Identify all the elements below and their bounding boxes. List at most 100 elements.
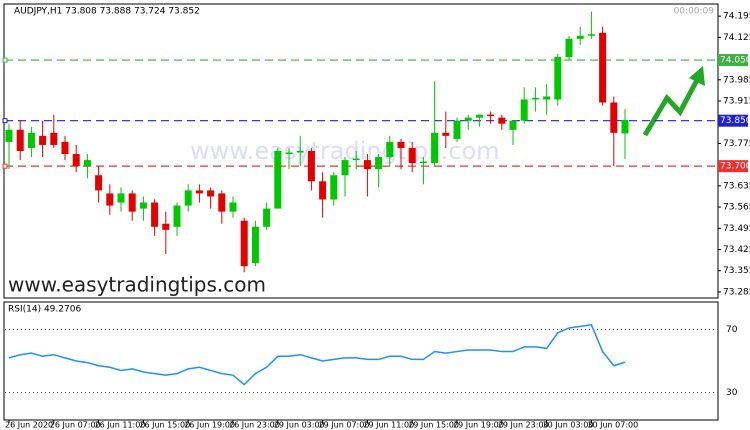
y-tick-label: 73.635 — [723, 181, 750, 191]
level-label: 74.050 — [720, 56, 750, 66]
level-label-box — [718, 54, 748, 67]
candle-body — [543, 96, 551, 100]
x-tick-label: 29 Jun 23:00 — [498, 421, 549, 430]
candle-body — [106, 193, 114, 206]
y-tick-label: 73.285 — [723, 287, 750, 297]
candle-body — [498, 117, 506, 124]
candle-body — [240, 220, 248, 267]
candle-body — [599, 32, 607, 103]
x-tick-label: 26 Jun 15:00 — [139, 421, 190, 430]
candle-body — [531, 97, 539, 100]
candle-body — [397, 141, 405, 148]
timer: 00:00:09 — [674, 7, 715, 17]
candle-body — [296, 151, 304, 153]
x-tick-label: 26 Jun 11:00 — [95, 421, 146, 430]
candle-body — [195, 190, 203, 194]
level-anchor — [2, 118, 8, 124]
candle-body — [274, 151, 282, 209]
indicator-tick-label: 70 — [726, 325, 738, 335]
candle-body — [419, 161, 427, 164]
level-label: 73.700 — [720, 162, 750, 172]
indicator-panel — [3, 301, 719, 421]
candle-body — [5, 129, 13, 142]
x-tick-label: 29 Jun 19:00 — [453, 421, 504, 430]
candle-body — [453, 120, 461, 139]
y-tick-label: 74.125 — [723, 33, 750, 43]
x-tick-label: 29 Jun 03:00 — [274, 421, 325, 430]
candle-body — [184, 190, 192, 206]
x-tick-label: 29 Jun 07:00 — [319, 421, 370, 430]
x-tick-label: 29 Jun 15:00 — [408, 421, 459, 430]
candle-body — [128, 193, 136, 212]
y-tick-label: 73.425 — [723, 245, 750, 255]
candle-body — [251, 226, 259, 264]
candle-body — [285, 152, 293, 155]
y-tick-label: 73.495 — [723, 224, 750, 234]
y-tick-label: 74.195 — [723, 12, 750, 22]
y-tick-label: 73.355 — [723, 266, 750, 276]
candle-body — [363, 160, 371, 170]
candle-body — [173, 205, 181, 227]
x-tick-label: 26 Jun 2020 — [5, 421, 53, 430]
candle-body — [565, 38, 573, 58]
candle-body — [319, 181, 327, 200]
x-tick-label: 30 Jun 07:00 — [587, 421, 638, 430]
y-tick-label: 73.985 — [723, 75, 750, 85]
indicator-tick-label: 30 — [726, 388, 738, 398]
y-tick-label: 73.915 — [723, 96, 750, 106]
candle-body — [207, 190, 215, 197]
chart-title: AUDJPY,H1 73.808 73.888 73.724 73.852 — [14, 7, 200, 17]
candle-body — [442, 132, 450, 136]
candle-body — [386, 141, 394, 158]
candle-body — [576, 35, 584, 39]
level-label: 73.850 — [720, 116, 750, 126]
candle-body — [330, 175, 338, 200]
x-tick-label: 30 Jun 03:00 — [543, 421, 594, 430]
x-tick-label: 26 Jun 07:00 — [50, 421, 101, 430]
y-tick-label: 73.565 — [723, 203, 750, 213]
level-label-box — [718, 160, 748, 173]
candle-body — [554, 57, 562, 100]
candle-body — [218, 193, 226, 212]
candle-body — [487, 114, 495, 117]
level-anchor — [2, 163, 8, 169]
level-anchor — [2, 57, 8, 63]
candle-body — [610, 102, 618, 133]
candle-body — [151, 202, 159, 227]
candle-body — [229, 202, 237, 212]
candle-body — [464, 117, 472, 121]
candle-body — [72, 154, 80, 167]
candle-body — [352, 158, 360, 161]
candle-body — [139, 202, 147, 209]
candle-body — [117, 193, 125, 203]
x-tick-label: 29 Jun 11:00 — [363, 421, 414, 430]
indicator-line — [8, 323, 626, 386]
y-tick-label: 73.775 — [723, 139, 750, 149]
arrow-line — [642, 78, 700, 137]
arrow-head — [689, 66, 705, 86]
main-panel — [3, 3, 719, 299]
candle-body — [307, 151, 315, 182]
candle-body — [61, 141, 69, 155]
candle-body — [39, 135, 47, 145]
candle-body — [621, 120, 629, 134]
candle-body — [509, 120, 517, 130]
candle-body — [475, 114, 483, 118]
x-tick-label: 26 Jun 19:00 — [184, 421, 235, 430]
candle-body — [16, 129, 24, 151]
candle-body — [83, 160, 91, 167]
candle-body — [341, 160, 349, 176]
candle-body — [520, 99, 528, 121]
candle-body — [27, 132, 35, 148]
candle-body — [431, 132, 439, 164]
candle-body — [95, 175, 103, 191]
candle-body — [375, 157, 383, 170]
candle-body — [408, 147, 416, 164]
candle-body — [587, 34, 595, 36]
watermark: www.easytradingtips.com — [8, 273, 266, 297]
candle-body — [162, 223, 170, 230]
candle-body — [50, 132, 58, 145]
trend-arrow — [642, 66, 705, 137]
